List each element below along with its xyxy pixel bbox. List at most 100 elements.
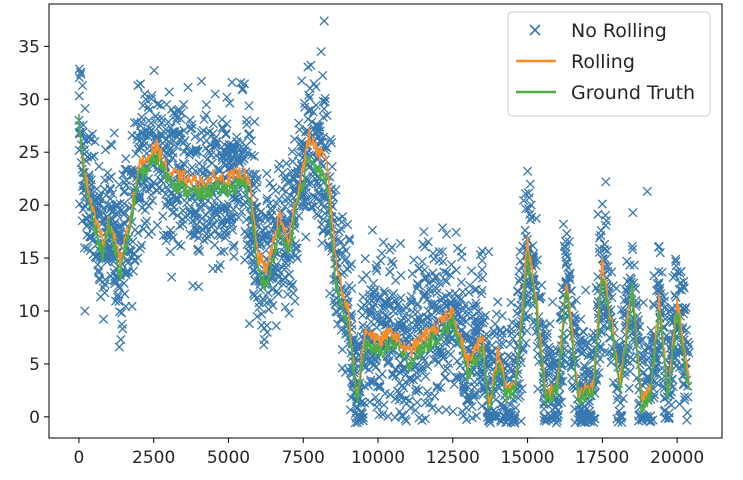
no-rolling-point bbox=[526, 212, 537, 222]
no-rolling-point bbox=[619, 295, 629, 305]
no-rolling-point bbox=[105, 194, 116, 204]
no-rolling-point bbox=[627, 244, 638, 255]
no-rolling-point bbox=[456, 277, 467, 288]
no-rolling-point bbox=[448, 406, 458, 417]
no-rolling-point bbox=[564, 269, 575, 279]
no-rolling-point bbox=[386, 256, 397, 266]
no-rolling-point bbox=[638, 297, 649, 308]
no-rolling-point bbox=[146, 190, 156, 200]
no-rolling-point bbox=[260, 223, 271, 234]
no-rolling-outlier-point bbox=[484, 247, 494, 257]
no-rolling-point bbox=[399, 383, 409, 393]
no-rolling-point bbox=[120, 164, 130, 175]
y-tick-label: 5 bbox=[29, 355, 40, 375]
no-rolling-point bbox=[545, 344, 555, 355]
no-rolling-point bbox=[657, 267, 667, 277]
no-rolling-point bbox=[471, 301, 481, 311]
no-rolling-point bbox=[603, 348, 614, 358]
no-rolling-point bbox=[505, 374, 516, 385]
no-rolling-point bbox=[219, 204, 229, 214]
no-rolling-point bbox=[396, 390, 406, 401]
no-rolling-point bbox=[337, 344, 347, 355]
no-rolling-point bbox=[434, 278, 444, 288]
no-rolling-point bbox=[428, 354, 439, 364]
no-rolling-point bbox=[653, 280, 664, 290]
no-rolling-point bbox=[366, 317, 376, 327]
no-rolling-outlier-point bbox=[244, 319, 255, 329]
no-rolling-point bbox=[571, 295, 581, 305]
no-rolling-point bbox=[210, 204, 221, 215]
no-rolling-point bbox=[294, 211, 304, 221]
no-rolling-point bbox=[173, 239, 183, 250]
no-rolling-point bbox=[168, 108, 179, 118]
y-tick-label: 15 bbox=[18, 249, 40, 269]
no-rolling-point bbox=[218, 124, 228, 134]
no-rolling-point bbox=[525, 179, 535, 189]
no-rolling-point bbox=[289, 172, 299, 183]
no-rolling-point bbox=[664, 306, 675, 316]
x-tick-label: 15000 bbox=[501, 448, 555, 468]
no-rolling-point bbox=[120, 301, 131, 312]
no-rolling-point bbox=[392, 300, 403, 310]
no-rolling-point bbox=[489, 327, 500, 337]
no-rolling-outlier-point bbox=[558, 219, 569, 229]
no-rolling-point bbox=[418, 353, 428, 363]
no-rolling-point bbox=[131, 149, 141, 159]
no-rolling-point bbox=[172, 113, 182, 123]
no-rolling-point bbox=[290, 296, 300, 306]
no-rolling-point bbox=[219, 139, 230, 150]
no-rolling-point bbox=[518, 195, 529, 206]
no-rolling-point bbox=[170, 127, 180, 137]
no-rolling-point bbox=[472, 329, 482, 339]
no-rolling-outlier-point bbox=[114, 342, 124, 352]
no-rolling-point bbox=[139, 224, 149, 234]
no-rolling-outlier-point bbox=[140, 89, 150, 99]
no-rolling-point bbox=[570, 404, 580, 414]
no-rolling-outlier-point bbox=[316, 46, 326, 57]
no-rolling-point bbox=[452, 302, 463, 313]
no-rolling-point bbox=[369, 288, 379, 298]
no-rolling-point bbox=[571, 357, 581, 368]
no-rolling-point bbox=[141, 94, 151, 104]
no-rolling-point bbox=[271, 185, 281, 196]
no-rolling-point bbox=[396, 270, 406, 281]
no-rolling-point bbox=[369, 376, 379, 386]
no-rolling-point bbox=[242, 119, 252, 130]
no-rolling-point bbox=[410, 405, 421, 415]
no-rolling-point bbox=[120, 219, 130, 229]
no-rolling-point bbox=[457, 370, 468, 381]
no-rolling-point bbox=[436, 383, 446, 393]
no-rolling-point bbox=[345, 405, 356, 415]
no-rolling-point bbox=[103, 249, 113, 259]
no-rolling-point bbox=[266, 203, 276, 214]
no-rolling-point bbox=[262, 238, 272, 249]
no-rolling-point bbox=[175, 221, 185, 231]
no-rolling-point bbox=[318, 96, 328, 107]
no-rolling-point bbox=[405, 373, 415, 383]
no-rolling-point bbox=[637, 350, 647, 360]
no-rolling-point bbox=[383, 411, 393, 422]
plot-frame bbox=[48, 3, 723, 439]
no-rolling-point bbox=[161, 189, 171, 199]
no-rolling-point bbox=[318, 225, 328, 235]
no-rolling-point bbox=[79, 243, 90, 253]
no-rolling-point bbox=[513, 287, 523, 297]
no-rolling-point bbox=[599, 239, 610, 249]
no-rolling-point bbox=[396, 293, 406, 303]
no-rolling-point bbox=[594, 233, 605, 243]
no-rolling-point bbox=[445, 270, 455, 280]
no-rolling-point bbox=[596, 225, 606, 236]
no-rolling-point bbox=[172, 210, 183, 221]
no-rolling-point bbox=[387, 242, 397, 253]
no-rolling-point bbox=[208, 263, 218, 274]
no-rolling-point bbox=[331, 185, 341, 195]
no-rolling-point bbox=[249, 117, 260, 127]
no-rolling-point bbox=[248, 265, 258, 275]
no-rolling-point bbox=[244, 101, 254, 111]
no-rolling-point bbox=[629, 260, 639, 270]
no-rolling-point bbox=[345, 236, 355, 246]
no-rolling-point bbox=[94, 161, 104, 172]
no-rolling-point bbox=[417, 365, 427, 375]
no-rolling-point bbox=[150, 111, 161, 121]
